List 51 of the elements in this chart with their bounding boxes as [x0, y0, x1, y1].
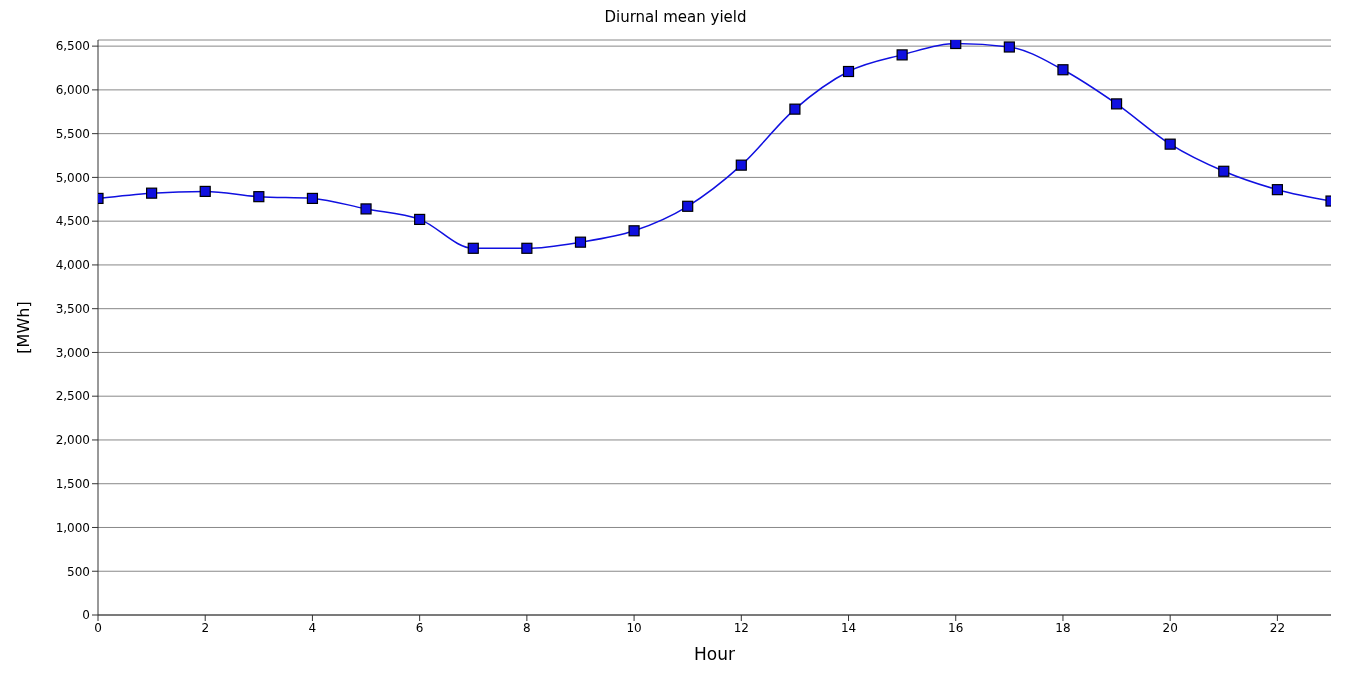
point	[306, 192, 319, 205]
point	[628, 225, 640, 237]
point	[682, 200, 694, 212]
y-tick-label: 6,000	[55, 83, 90, 98]
x-tick-label: 10	[626, 620, 642, 635]
point	[950, 40, 962, 50]
chart-title: Diurnal mean yield	[603, 8, 748, 28]
x-tick-label: 8	[523, 620, 531, 635]
y-tick-label: 1,500	[55, 476, 90, 491]
x-tick-label: 22	[1269, 620, 1286, 635]
point	[1271, 184, 1283, 196]
y-tick-label: 2,500	[55, 389, 90, 404]
point	[360, 203, 372, 215]
point	[1057, 64, 1069, 76]
y-tick-label: 4,000	[55, 258, 90, 273]
x-tick-label: 16	[948, 620, 964, 635]
point	[1218, 165, 1230, 177]
point	[521, 242, 533, 254]
x-tick-label: 18	[1055, 620, 1071, 635]
y-tick-label: 1,000	[55, 520, 90, 535]
point	[253, 191, 265, 203]
point	[1164, 138, 1176, 150]
y-tick-label: 5,500	[55, 126, 90, 141]
x-tick-label: 0	[94, 620, 102, 635]
point	[735, 159, 747, 171]
y-tick-label: 3,500	[55, 301, 90, 316]
point	[146, 187, 158, 199]
x-tick-label: 12	[733, 620, 749, 635]
y-tick-label: 4,500	[55, 214, 90, 229]
y-tick-label: 5,000	[55, 170, 90, 185]
y-tick-label: 500	[67, 564, 90, 579]
x-tick-label: 14	[840, 620, 857, 635]
y-axis-title: [MWh]	[13, 301, 33, 354]
point	[1110, 98, 1123, 110]
point	[1003, 41, 1015, 53]
y-tick-label: 2,000	[55, 433, 90, 448]
x-tick-label: 4	[308, 620, 317, 635]
point	[467, 242, 479, 254]
point	[842, 65, 855, 78]
point	[574, 236, 587, 248]
x-tick-label: 20	[1162, 620, 1178, 635]
point	[199, 185, 211, 198]
x-tick-label: 2	[201, 620, 210, 635]
point	[896, 49, 908, 61]
y-tick-label: 6,500	[55, 39, 90, 54]
point	[789, 103, 801, 115]
point	[414, 213, 426, 226]
x-axis-title: Hour	[694, 644, 735, 664]
y-tick-label: 0	[82, 608, 90, 623]
y-tick-label: 3,000	[55, 345, 90, 360]
x-tick-label: 6	[415, 620, 424, 635]
